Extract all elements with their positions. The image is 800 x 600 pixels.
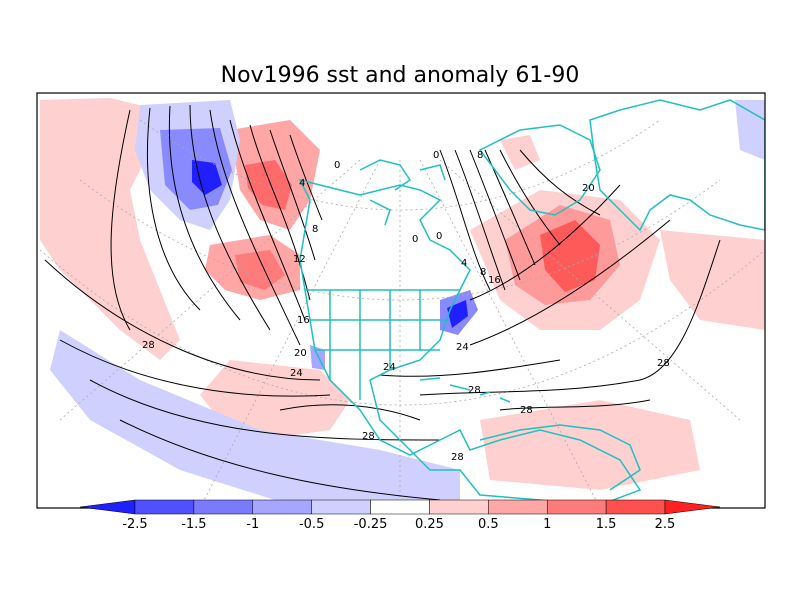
contour-label: 28: [657, 358, 670, 369]
latitude-line: [79, 179, 721, 301]
anomaly-patch-east-atlantic: [660, 230, 765, 330]
longitude-line: [199, 159, 381, 508]
contour-line: [89, 379, 441, 441]
anomaly-patch-gulf-alaska-core: [245, 160, 292, 210]
colorbar-arrow-low: [79, 499, 136, 515]
colorbar-bin: [193, 499, 254, 515]
contour-label: 4: [299, 178, 305, 189]
contour-label: 28: [468, 385, 481, 396]
latitude-line: [39, 249, 765, 406]
colorbar-tick-label: 2.5: [655, 517, 676, 532]
map-title: Nov1996 sst and anomaly 61-90: [221, 63, 580, 88]
colorbar: -2.5 -1.5 -1 -0.5 -0.25 0.25 0.5 1 1.5 2.5: [79, 499, 721, 532]
colorbar-bin: [429, 499, 489, 515]
contour-line: [499, 399, 651, 411]
contour-line: [110, 109, 131, 331]
colorbar-tick-label: -2.5: [122, 517, 147, 532]
colorbar-tick-label: 1: [543, 517, 551, 532]
contour-line: [379, 359, 561, 377]
contour-line: [269, 129, 316, 261]
longitude-line: [439, 159, 741, 421]
state-lines: [310, 290, 450, 400]
contour-line: [168, 105, 241, 321]
colorbar-tick-label: 1.5: [596, 517, 617, 532]
contour-line: [454, 149, 506, 291]
arctic-islands: [359, 159, 446, 226]
anomaly-patch-europe: [735, 100, 765, 160]
contour-label: 8: [480, 267, 486, 278]
colorbar-bin: [546, 499, 607, 515]
contour-line: [189, 104, 271, 331]
contour-line: [209, 109, 301, 346]
colorbar-bin: [605, 499, 666, 515]
colorbar-tick-label: 0.5: [478, 517, 499, 532]
contour-line: [279, 404, 421, 421]
contour-label: 4: [461, 258, 467, 269]
contour-label: 8: [312, 224, 318, 235]
contour-label: 0: [436, 231, 442, 242]
colorbar-tick-label: -1.5: [181, 517, 206, 532]
contour-label: 16: [297, 315, 310, 326]
colorbar-tick-label: 0.25: [415, 517, 444, 532]
contour-label: 8: [477, 150, 483, 161]
contour-line: [147, 107, 201, 311]
contour-line: [44, 259, 321, 381]
anomaly-patch-hudson: [500, 135, 540, 170]
contour-label: 28: [451, 452, 464, 463]
contour-label: 24: [290, 368, 303, 379]
contour-line: [469, 219, 671, 346]
contour-line: [499, 149, 561, 246]
europe-coast: [589, 99, 765, 232]
colorbar-tick-label: -0.5: [299, 517, 324, 532]
coastlines: [298, 99, 765, 506]
contour-label: 0: [433, 150, 439, 161]
contour-line: [519, 149, 601, 216]
anomaly-patch-south-pacific: [50, 330, 460, 508]
contour-label: 12: [293, 254, 306, 265]
colorbar-bin: [134, 499, 195, 515]
contour-labels: 0 0 0 4 8 8 12 16 20 24 28 0 8 4 16 20 2…: [142, 150, 670, 463]
colorbar-tick-label: -1: [246, 517, 259, 532]
contour-line: [119, 419, 441, 501]
contour-line: [469, 149, 521, 281]
contour-label: 28: [142, 340, 155, 351]
contour-line: [229, 119, 306, 321]
contour-label: 24: [383, 362, 396, 373]
south-america-coast: [479, 424, 641, 491]
contour-label: 28: [362, 431, 375, 442]
colorbar-bin: [252, 499, 312, 515]
longitude-line: [419, 159, 601, 508]
contour-label: 16: [488, 275, 501, 286]
anomaly-patch-nw-pacific-core: [192, 160, 222, 195]
north-america-coast: [298, 178, 642, 506]
contour-label: 20: [294, 348, 307, 359]
colorbar-tick-label: -0.25: [354, 517, 388, 532]
colorbar-bin: [370, 499, 430, 515]
colorbar-arrow-high: [664, 499, 721, 515]
contour-label: 0: [412, 234, 418, 245]
caribbean-islands: [419, 377, 511, 403]
contour-label: 28: [520, 405, 533, 416]
contour-line: [469, 184, 621, 301]
anomaly-patch-north-pacific-core: [235, 250, 285, 290]
map-panel: 0 0 0 4 8 8 12 16 20 24 28 0 8 4 16 20 2…: [39, 98, 765, 508]
contour-line: [59, 339, 331, 397]
contour-line: [289, 134, 323, 221]
contour-line: [439, 149, 491, 291]
contour-line: [419, 239, 721, 396]
contour-label: 24: [456, 342, 469, 353]
colorbar-bin: [488, 499, 548, 515]
contour-label: 20: [582, 183, 595, 194]
colorbar-bin: [311, 499, 371, 515]
contour-label: 0: [334, 160, 340, 171]
anomaly-patch-ne-pacific-outer: [40, 98, 180, 360]
greenland-coast: [478, 124, 601, 216]
sst-contours: [44, 104, 721, 501]
